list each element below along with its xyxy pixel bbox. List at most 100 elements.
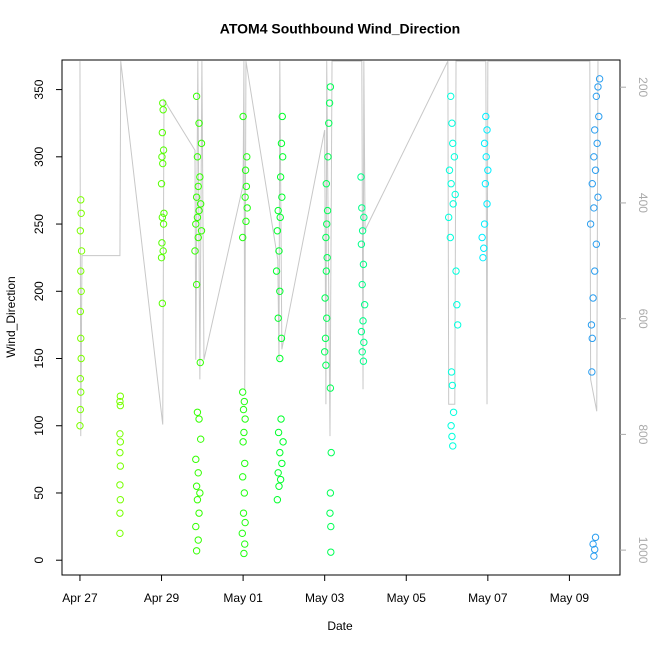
data-point xyxy=(158,299,167,308)
data-point xyxy=(192,547,201,555)
data-point xyxy=(77,354,85,363)
data-point xyxy=(322,361,330,369)
data-point xyxy=(192,92,201,101)
data-point xyxy=(327,522,335,531)
data-point xyxy=(591,533,600,542)
data-point xyxy=(76,405,85,414)
data-point xyxy=(159,146,168,154)
data-point xyxy=(116,509,124,517)
data-point xyxy=(590,552,598,560)
data-point xyxy=(159,99,167,107)
data-point xyxy=(274,428,283,437)
data-point xyxy=(358,204,366,212)
data-point xyxy=(326,489,335,497)
data-point xyxy=(116,448,124,457)
data-point xyxy=(241,518,249,527)
data-point xyxy=(323,206,332,215)
data-point xyxy=(195,206,203,215)
data-point xyxy=(193,213,202,222)
data-point xyxy=(241,540,249,548)
data-point xyxy=(452,267,460,275)
data-point xyxy=(325,99,334,107)
data-point xyxy=(327,448,335,457)
data-point xyxy=(444,213,453,222)
data-point xyxy=(449,442,457,450)
data-point xyxy=(158,213,167,222)
chart-title: ATOM4 Southbound Wind_Direction xyxy=(220,21,460,37)
data-point xyxy=(77,209,85,217)
data-point xyxy=(594,83,602,91)
data-point xyxy=(197,227,206,235)
data-point xyxy=(116,430,124,438)
data-point xyxy=(449,408,458,416)
data-point xyxy=(446,233,455,242)
data-point xyxy=(240,397,249,406)
data-point xyxy=(159,159,167,168)
data-point xyxy=(273,495,282,504)
data-point xyxy=(239,438,247,446)
data-point xyxy=(239,405,248,414)
data-point xyxy=(276,354,284,363)
data-point xyxy=(323,314,331,322)
data-point xyxy=(239,509,248,517)
data-point xyxy=(451,190,459,199)
data-point xyxy=(586,220,595,228)
data-point xyxy=(159,106,167,114)
data-point xyxy=(593,139,601,148)
data-point xyxy=(116,529,124,538)
data-point xyxy=(480,244,488,252)
data-point xyxy=(194,233,202,242)
data-point xyxy=(192,280,201,289)
y-tick-label: 250 xyxy=(32,214,46,234)
data-point xyxy=(239,112,247,121)
data-point xyxy=(276,287,284,295)
data-point xyxy=(592,92,601,101)
data-point xyxy=(322,267,331,275)
plot-area xyxy=(76,60,604,560)
data-point xyxy=(357,327,366,336)
data-point xyxy=(238,233,247,242)
data-point xyxy=(277,415,285,423)
data-point xyxy=(478,233,486,242)
plot-frame xyxy=(61,59,621,576)
data-point xyxy=(278,153,287,161)
y2-tick-label: 200 xyxy=(636,77,650,97)
data-point xyxy=(76,307,85,316)
data-point xyxy=(196,200,205,208)
data-point xyxy=(481,180,490,188)
data-point xyxy=(195,415,203,423)
data-point xyxy=(194,182,202,191)
data-point xyxy=(482,112,490,121)
y2-tick-label: 800 xyxy=(636,424,650,444)
data-point xyxy=(193,495,202,504)
x-tick-label: May 01 xyxy=(223,591,263,605)
data-point xyxy=(447,422,455,430)
data-point xyxy=(357,173,365,181)
data-point xyxy=(192,455,200,464)
x-tick-label: May 03 xyxy=(305,591,345,605)
data-point xyxy=(484,166,492,174)
data-point xyxy=(77,334,85,343)
data-point xyxy=(116,397,124,406)
data-point xyxy=(192,220,200,228)
data-point xyxy=(447,368,456,376)
data-point xyxy=(160,209,168,217)
data-point xyxy=(591,545,599,554)
data-point xyxy=(277,334,286,343)
data-point xyxy=(76,227,85,235)
x-axis-label: Date xyxy=(327,619,353,633)
data-point xyxy=(77,388,85,396)
data-point xyxy=(77,287,85,295)
data-point xyxy=(449,139,457,148)
data-point xyxy=(480,220,489,228)
data-point xyxy=(588,334,596,343)
data-point xyxy=(445,166,454,174)
data-point xyxy=(272,267,281,275)
data-point xyxy=(158,239,166,247)
data-point xyxy=(323,253,331,262)
data-point xyxy=(592,240,601,248)
data-point xyxy=(587,321,596,329)
data-point xyxy=(274,314,282,322)
y2-tick-label: 1000 xyxy=(636,537,650,564)
data-point xyxy=(448,432,456,441)
